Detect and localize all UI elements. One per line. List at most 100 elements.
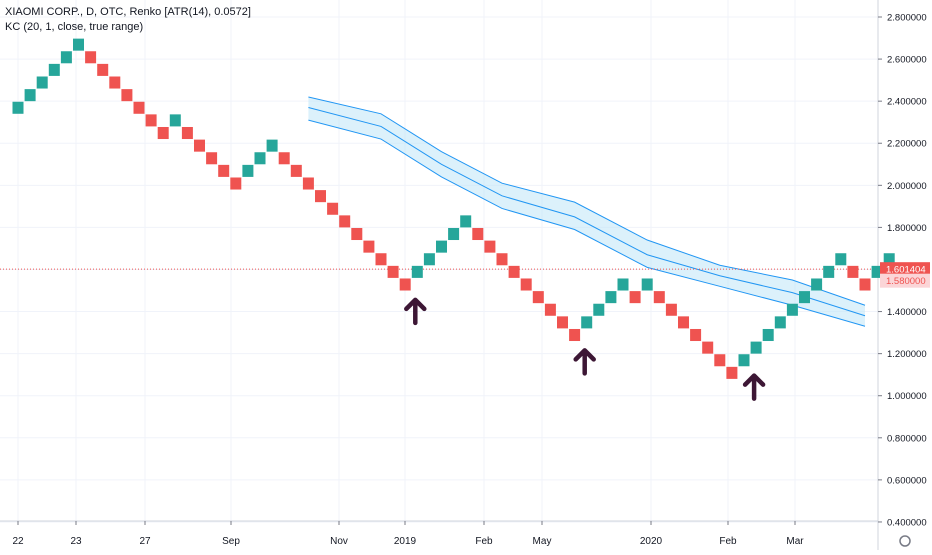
renko-brick[interactable] <box>738 354 750 367</box>
x-tick-label: 23 <box>70 536 82 547</box>
renko-brick[interactable] <box>375 253 387 266</box>
close-price-label-bg <box>880 273 930 288</box>
renko-brick[interactable] <box>726 366 738 379</box>
y-tick-label: 2.400000 <box>887 97 927 108</box>
keltner-upper <box>308 96 866 306</box>
renko-brick[interactable] <box>653 291 665 304</box>
renko-brick[interactable] <box>690 328 702 342</box>
renko-brick[interactable] <box>36 76 48 89</box>
renko-brick[interactable] <box>520 278 532 291</box>
x-tick-label: Feb <box>475 536 493 547</box>
renko-brick[interactable] <box>593 303 605 316</box>
renko-brick[interactable] <box>145 114 157 127</box>
renko-brick[interactable] <box>823 265 835 278</box>
x-tick-label: Feb <box>719 536 737 547</box>
last-price-label: 1.601404 <box>886 265 926 276</box>
renko-brick[interactable] <box>399 278 411 291</box>
renko-brick[interactable] <box>617 278 629 291</box>
renko-brick[interactable] <box>230 177 242 190</box>
renko-brick[interactable] <box>641 278 653 291</box>
renko-brick[interactable] <box>133 101 145 114</box>
renko-brick[interactable] <box>254 152 266 165</box>
renko-brick[interactable] <box>218 164 230 177</box>
renko-brick[interactable] <box>508 265 520 278</box>
renko-brick[interactable] <box>678 316 689 329</box>
y-tick-label: 1.000000 <box>887 391 927 402</box>
renko-brick[interactable] <box>581 316 593 329</box>
renko-brick[interactable] <box>387 265 399 278</box>
y-tick-label: 2.200000 <box>887 139 927 150</box>
renko-brick[interactable] <box>327 202 339 215</box>
renko-brick[interactable] <box>835 253 847 266</box>
renko-brick[interactable] <box>811 278 823 291</box>
renko-brick[interactable] <box>557 316 568 329</box>
renko-brick[interactable] <box>871 265 883 278</box>
renko-brick[interactable] <box>774 316 786 329</box>
settings-gear-icon[interactable] <box>899 535 911 547</box>
renko-brick[interactable] <box>315 190 326 203</box>
renko-brick[interactable] <box>181 126 193 140</box>
renko-brick[interactable] <box>12 101 24 114</box>
renko-brick[interactable] <box>423 253 435 266</box>
renko-brick[interactable] <box>339 215 351 228</box>
renko-brick[interactable] <box>266 139 278 152</box>
renko-brick[interactable] <box>48 63 60 76</box>
renko-brick[interactable] <box>714 354 726 367</box>
y-tick-label: 1.200000 <box>887 349 927 360</box>
renko-brick[interactable] <box>544 303 556 316</box>
renko-brick[interactable] <box>302 177 314 190</box>
x-tick-label: Nov <box>330 536 348 547</box>
keltner-fill <box>308 96 865 327</box>
renko-brick[interactable] <box>762 328 774 342</box>
renko-brick[interactable] <box>484 240 496 253</box>
renko-brick[interactable] <box>448 227 460 241</box>
renko-brick[interactable] <box>351 227 363 241</box>
y-tick-label: 2.600000 <box>887 55 927 66</box>
renko-brick[interactable] <box>605 291 617 304</box>
renko-brick[interactable] <box>24 89 36 102</box>
renko-brick[interactable] <box>60 51 72 64</box>
renko-brick[interactable] <box>436 240 447 253</box>
renko-brick[interactable] <box>411 265 423 278</box>
renko-brick[interactable] <box>702 341 714 354</box>
x-tick-label: 2020 <box>640 536 663 547</box>
renko-brick[interactable] <box>786 303 798 316</box>
renko-brick[interactable] <box>799 291 810 304</box>
renko-brick[interactable] <box>883 253 895 266</box>
y-tick-label: 0.400000 <box>887 517 927 528</box>
y-tick-label: 0.600000 <box>887 475 927 486</box>
renko-brick[interactable] <box>97 63 109 76</box>
renko-brick[interactable] <box>750 341 762 354</box>
renko-brick[interactable] <box>496 253 508 266</box>
x-tick-label: 27 <box>139 536 151 547</box>
renko-brick[interactable] <box>169 114 181 127</box>
y-tick-label: 2.800000 <box>887 13 927 24</box>
x-tick-label: May <box>533 536 552 547</box>
x-tick-label: 22 <box>12 536 24 547</box>
renko-brick[interactable] <box>859 278 871 291</box>
renko-brick[interactable] <box>290 164 302 177</box>
renko-brick[interactable] <box>157 126 169 140</box>
renko-brick[interactable] <box>206 152 218 165</box>
x-tick-label: 2019 <box>394 536 417 547</box>
renko-brick[interactable] <box>363 240 375 253</box>
renko-brick[interactable] <box>847 265 859 278</box>
indicator-title[interactable]: KC (20, 1, close, true range) <box>5 21 144 33</box>
symbol-title[interactable]: XIAOMI CORP., D, OTC, Renko [ATR(14), 0.… <box>5 6 251 18</box>
renko-brick[interactable] <box>109 76 121 89</box>
renko-brick[interactable] <box>85 51 97 64</box>
renko-brick[interactable] <box>665 303 677 316</box>
renko-brick[interactable] <box>472 227 484 241</box>
renko-brick[interactable] <box>460 215 472 228</box>
renko-brick[interactable] <box>569 328 581 342</box>
renko-brick[interactable] <box>121 89 133 102</box>
renko-brick[interactable] <box>629 291 641 304</box>
renko-brick[interactable] <box>532 291 544 304</box>
renko-brick[interactable] <box>73 38 84 51</box>
renko-brick[interactable] <box>278 152 290 165</box>
y-tick-label: 2.000000 <box>887 181 927 192</box>
renko-brick[interactable] <box>242 164 254 177</box>
renko-brick[interactable] <box>194 139 205 152</box>
